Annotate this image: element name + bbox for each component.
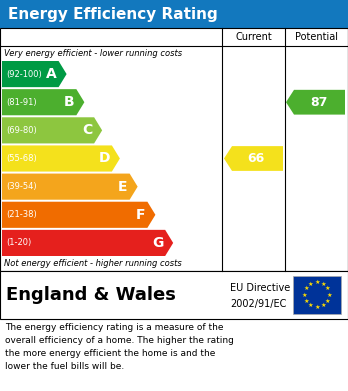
Text: ★: ★	[314, 280, 320, 285]
Text: The energy efficiency rating is a measure of the
overall efficiency of a home. T: The energy efficiency rating is a measur…	[5, 323, 234, 371]
Polygon shape	[224, 146, 283, 171]
Text: 66: 66	[247, 152, 264, 165]
Text: ★: ★	[325, 299, 331, 304]
Text: F: F	[136, 208, 145, 222]
Polygon shape	[286, 90, 345, 115]
Text: (92-100): (92-100)	[6, 70, 42, 79]
Bar	[0, 271, 348, 319]
Text: ★: ★	[303, 286, 309, 291]
Polygon shape	[2, 117, 102, 143]
Bar	[293, 276, 341, 314]
Text: ★: ★	[314, 305, 320, 310]
Polygon shape	[2, 174, 138, 200]
Text: A: A	[46, 67, 57, 81]
Text: EU Directive: EU Directive	[230, 283, 290, 293]
Text: G: G	[152, 236, 163, 250]
Text: Potential: Potential	[295, 32, 338, 42]
Text: (39-54): (39-54)	[6, 182, 37, 191]
Text: (55-68): (55-68)	[6, 154, 37, 163]
Polygon shape	[2, 89, 84, 115]
Text: C: C	[82, 123, 92, 137]
Bar	[0, 0, 348, 28]
Polygon shape	[2, 145, 120, 172]
Text: (21-38): (21-38)	[6, 210, 37, 219]
Polygon shape	[2, 230, 173, 256]
Polygon shape	[2, 61, 66, 87]
Text: D: D	[98, 151, 110, 165]
Text: 87: 87	[310, 96, 327, 109]
Text: ★: ★	[308, 282, 314, 287]
Text: ★: ★	[321, 282, 326, 287]
Text: ★: ★	[321, 303, 326, 308]
Bar	[0, 28, 348, 271]
Text: 2002/91/EC: 2002/91/EC	[230, 299, 286, 308]
Text: E: E	[118, 179, 128, 194]
Text: Not energy efficient - higher running costs: Not energy efficient - higher running co…	[4, 260, 182, 269]
Text: ★: ★	[303, 299, 309, 304]
Text: England & Wales: England & Wales	[6, 286, 176, 304]
Text: ★: ★	[302, 292, 307, 298]
Polygon shape	[2, 202, 156, 228]
Text: (81-91): (81-91)	[6, 98, 37, 107]
Text: Very energy efficient - lower running costs: Very energy efficient - lower running co…	[4, 48, 182, 57]
Text: Energy Efficiency Rating: Energy Efficiency Rating	[8, 7, 218, 22]
Text: ★: ★	[325, 286, 331, 291]
Text: Current: Current	[235, 32, 272, 42]
Text: ★: ★	[327, 292, 332, 298]
Text: (1-20): (1-20)	[6, 239, 31, 248]
Text: ★: ★	[308, 303, 314, 308]
Text: (69-80): (69-80)	[6, 126, 37, 135]
Text: B: B	[64, 95, 74, 109]
